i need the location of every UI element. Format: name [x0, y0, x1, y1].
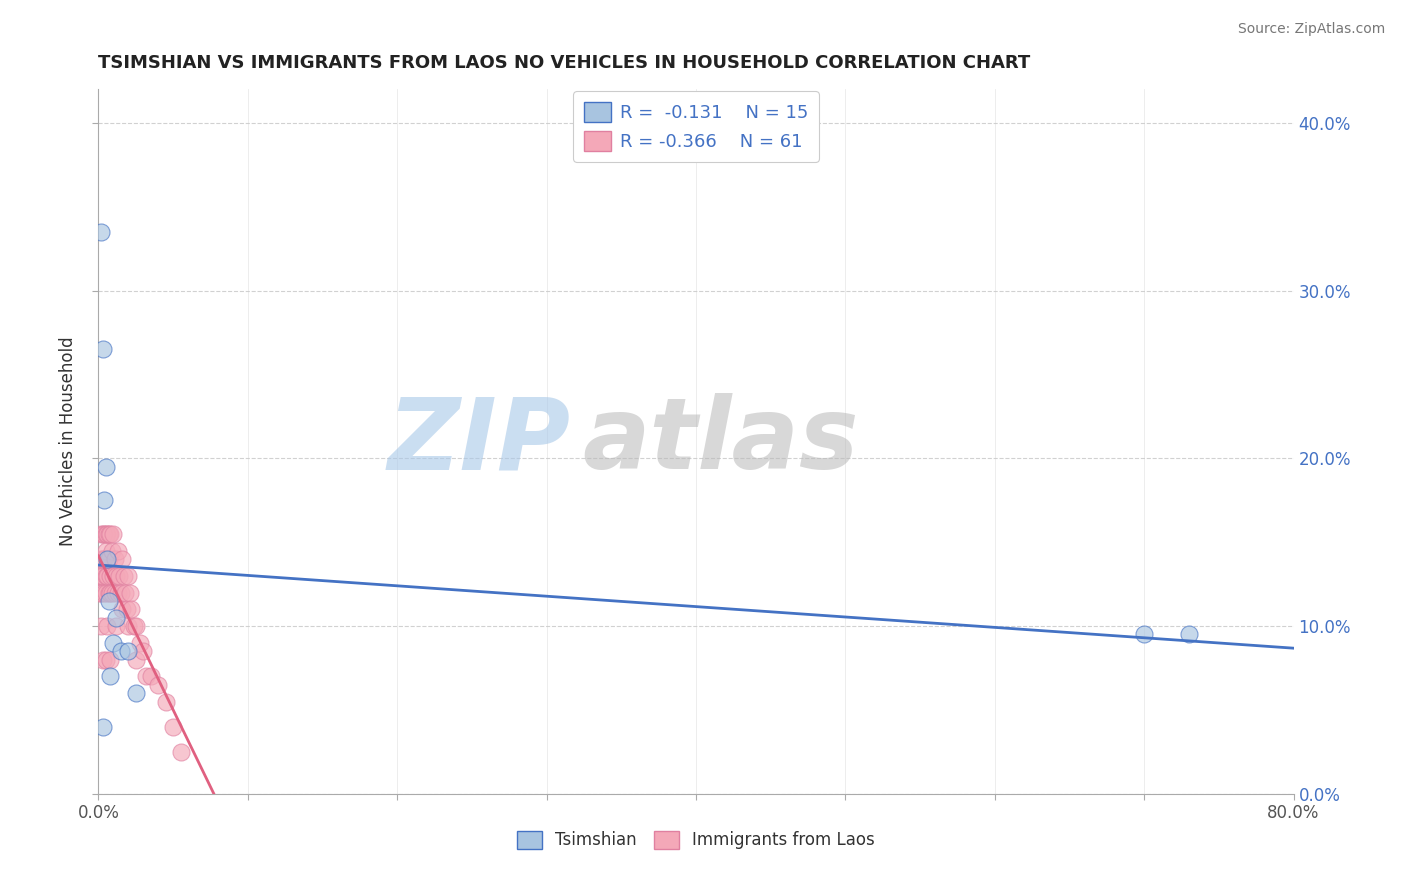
Point	[97, 594, 120, 608]
Point	[135, 669, 157, 683]
Point	[91, 552, 114, 566]
Point	[94, 568, 117, 582]
Point	[94, 459, 117, 474]
Point	[89, 585, 111, 599]
Point	[91, 720, 114, 734]
Text: TSIMSHIAN VS IMMIGRANTS FROM LAOS NO VEHICLES IN HOUSEHOLD CORRELATION CHART: TSIMSHIAN VS IMMIGRANTS FROM LAOS NO VEH…	[98, 54, 1031, 72]
Point	[105, 611, 128, 625]
Point	[117, 568, 139, 582]
Point	[91, 526, 114, 541]
Text: ZIP: ZIP	[388, 393, 571, 490]
Point	[169, 745, 191, 759]
Point	[93, 585, 115, 599]
Point	[120, 602, 142, 616]
Point	[117, 644, 139, 658]
Point	[96, 552, 118, 566]
Point	[90, 526, 112, 541]
Point	[110, 644, 132, 658]
Text: atlas: atlas	[582, 393, 859, 490]
Point	[114, 585, 136, 599]
Point	[155, 695, 177, 709]
Point	[90, 225, 112, 239]
Point	[90, 619, 112, 633]
Point	[103, 636, 125, 650]
Text: Source: ZipAtlas.com: Source: ZipAtlas.com	[1237, 22, 1385, 37]
Point	[108, 568, 131, 582]
Point	[94, 526, 117, 541]
Point	[97, 526, 120, 541]
Point	[94, 585, 117, 599]
Point	[105, 619, 128, 633]
Point	[98, 585, 122, 599]
Point	[94, 653, 117, 667]
Point	[104, 552, 127, 566]
Point	[90, 585, 112, 599]
Point	[91, 568, 114, 582]
Point	[111, 552, 134, 566]
Point	[98, 568, 122, 582]
Point	[91, 343, 114, 357]
Point	[98, 653, 122, 667]
Point	[103, 526, 125, 541]
Point	[139, 669, 162, 683]
Point	[112, 568, 135, 582]
Point	[93, 493, 115, 508]
Point	[125, 653, 148, 667]
Point	[162, 720, 184, 734]
Point	[98, 669, 122, 683]
Point	[96, 619, 118, 633]
Point	[1178, 627, 1201, 641]
Point	[104, 585, 127, 599]
Point	[125, 619, 148, 633]
Y-axis label: No Vehicles in Household: No Vehicles in Household	[59, 336, 77, 547]
Point	[90, 552, 112, 566]
Point	[91, 653, 114, 667]
Legend: Tsimshian, Immigrants from Laos: Tsimshian, Immigrants from Laos	[510, 824, 882, 856]
Point	[124, 619, 146, 633]
Point	[1133, 627, 1156, 641]
Point	[148, 678, 170, 692]
Point	[110, 585, 132, 599]
Point	[111, 602, 134, 616]
Point	[90, 568, 112, 582]
Point	[129, 636, 152, 650]
Point	[117, 619, 139, 633]
Point	[97, 585, 120, 599]
Point	[93, 552, 115, 566]
Point	[97, 552, 120, 566]
Point	[93, 526, 115, 541]
Point	[132, 644, 155, 658]
Point	[96, 568, 118, 582]
Point	[101, 543, 124, 558]
Point	[107, 543, 129, 558]
Point	[105, 568, 128, 582]
Point	[118, 585, 141, 599]
Point	[115, 602, 138, 616]
Point	[101, 585, 124, 599]
Point	[103, 568, 125, 582]
Point	[125, 686, 148, 700]
Point	[89, 568, 111, 582]
Point	[96, 526, 118, 541]
Point	[107, 585, 129, 599]
Point	[94, 543, 117, 558]
Point	[98, 526, 122, 541]
